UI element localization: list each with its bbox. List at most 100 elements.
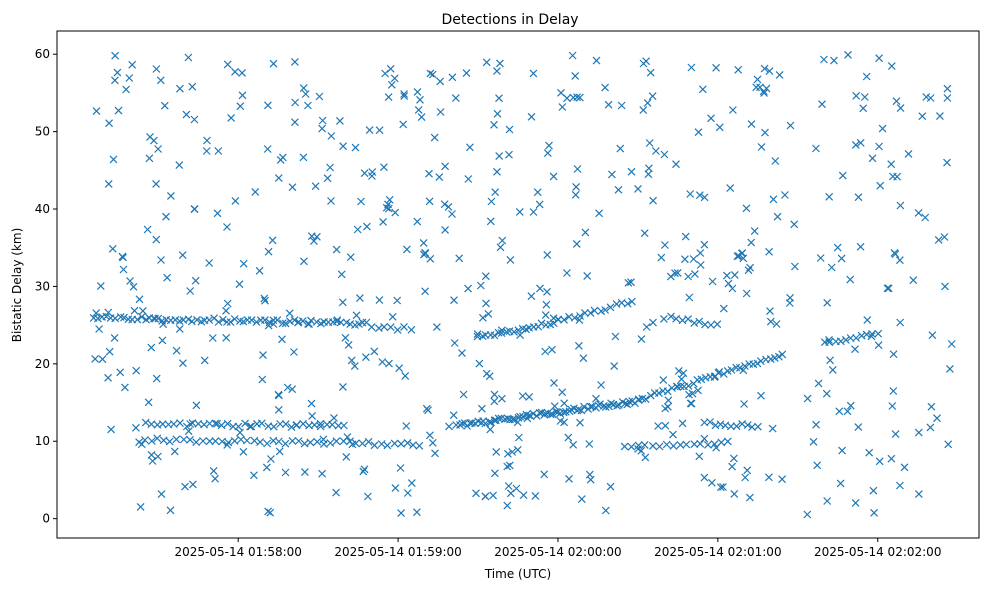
scatter-point bbox=[472, 489, 480, 498]
scatter-point bbox=[351, 143, 360, 152]
scatter-point bbox=[888, 402, 897, 410]
scatter-point bbox=[458, 419, 467, 428]
scatter-point bbox=[288, 183, 297, 192]
scatter-point bbox=[110, 76, 119, 85]
scatter-point bbox=[400, 90, 409, 98]
scatter-point bbox=[596, 400, 604, 409]
scatter-point bbox=[260, 316, 269, 325]
scatter-point bbox=[494, 328, 503, 337]
scatter-point bbox=[298, 317, 307, 326]
scatter-point bbox=[274, 405, 283, 414]
scatter-point bbox=[874, 341, 883, 350]
scatter-point bbox=[580, 402, 588, 411]
scatter-point bbox=[659, 314, 668, 323]
scatter-point bbox=[769, 195, 778, 204]
scatter-point bbox=[425, 169, 433, 178]
scatter-point bbox=[157, 256, 165, 264]
scatter-point bbox=[677, 375, 686, 384]
scatter-point bbox=[266, 508, 275, 517]
scatter-point bbox=[299, 84, 308, 93]
scatter-point bbox=[495, 59, 504, 68]
scatter-point bbox=[750, 227, 759, 236]
scatter-point bbox=[343, 433, 352, 442]
scatter-point bbox=[360, 465, 369, 474]
scatter-point bbox=[326, 163, 335, 172]
scatter-point bbox=[326, 439, 335, 447]
scatter-point bbox=[503, 449, 512, 458]
scatter-point bbox=[226, 318, 235, 327]
scatter-point bbox=[607, 399, 616, 408]
scatter-point bbox=[572, 239, 581, 248]
scatter-point bbox=[268, 236, 277, 245]
scatter-point bbox=[242, 436, 251, 445]
scatter-point bbox=[728, 462, 737, 471]
scatter-point bbox=[700, 193, 709, 202]
scatter-point bbox=[246, 422, 255, 431]
scatter-point bbox=[382, 203, 391, 212]
scatter-point bbox=[289, 348, 298, 356]
scatter-point bbox=[274, 437, 283, 446]
scatter-point bbox=[493, 167, 501, 176]
scatter-point bbox=[548, 410, 557, 419]
scatter-point bbox=[701, 373, 710, 382]
scatter-point bbox=[152, 65, 161, 73]
scatter-point bbox=[896, 104, 905, 113]
scatter-point bbox=[341, 333, 350, 342]
scatter-point bbox=[247, 422, 256, 431]
scatter-point bbox=[875, 142, 884, 151]
scatter-point bbox=[825, 192, 834, 201]
scatter-point bbox=[152, 179, 161, 188]
scatter-point bbox=[120, 383, 129, 392]
scatter-point bbox=[383, 441, 392, 450]
scatter-point bbox=[153, 434, 162, 443]
scatter-point bbox=[512, 484, 521, 493]
scatter-point bbox=[448, 73, 457, 82]
scatter-point bbox=[487, 197, 496, 206]
scatter-point bbox=[753, 422, 762, 431]
scatter-point bbox=[865, 448, 874, 457]
scatter-point bbox=[490, 331, 499, 340]
scatter-point bbox=[648, 441, 657, 450]
scatter-point bbox=[627, 297, 636, 306]
scatter-point bbox=[536, 284, 544, 293]
scatter-point bbox=[592, 394, 600, 403]
scatter-point bbox=[876, 181, 885, 190]
scatter-point bbox=[645, 139, 654, 147]
scatter-point bbox=[513, 445, 522, 454]
scatter-point bbox=[235, 280, 244, 289]
scatter-point bbox=[490, 416, 499, 425]
scatter-point bbox=[686, 399, 695, 408]
scatter-point bbox=[346, 253, 355, 262]
scatter-point bbox=[335, 116, 344, 125]
scatter-point bbox=[585, 470, 594, 479]
scatter-point bbox=[223, 299, 232, 308]
scatter-point bbox=[722, 271, 731, 280]
scatter-point bbox=[497, 326, 506, 335]
scatter-point bbox=[182, 110, 191, 119]
scatter-point bbox=[379, 163, 388, 172]
scatter-point bbox=[616, 144, 625, 153]
scatter-point bbox=[654, 389, 663, 398]
scatter-point bbox=[426, 69, 435, 78]
scatter-point bbox=[290, 57, 299, 66]
scatter-point bbox=[397, 509, 406, 518]
scatter-point bbox=[213, 209, 222, 218]
scatter-point bbox=[700, 473, 709, 482]
scatter-point bbox=[151, 314, 160, 323]
scatter-point bbox=[402, 245, 411, 254]
scatter-point bbox=[857, 331, 866, 340]
scatter-point bbox=[239, 317, 248, 326]
scatter-point bbox=[621, 399, 630, 408]
scatter-point bbox=[690, 319, 699, 328]
scatter-point bbox=[730, 489, 739, 498]
scatter-point bbox=[889, 387, 898, 395]
scatter-point bbox=[740, 362, 749, 370]
scatter-point bbox=[846, 401, 855, 410]
scatter-point bbox=[307, 399, 316, 408]
scatter-point bbox=[519, 491, 528, 500]
x-tick-label: 2025-05-14 02:01:00 bbox=[654, 545, 781, 559]
scatter-point bbox=[467, 419, 476, 427]
scatter-point bbox=[367, 323, 376, 332]
scatter-point bbox=[553, 408, 562, 417]
scatter-point bbox=[318, 124, 327, 133]
